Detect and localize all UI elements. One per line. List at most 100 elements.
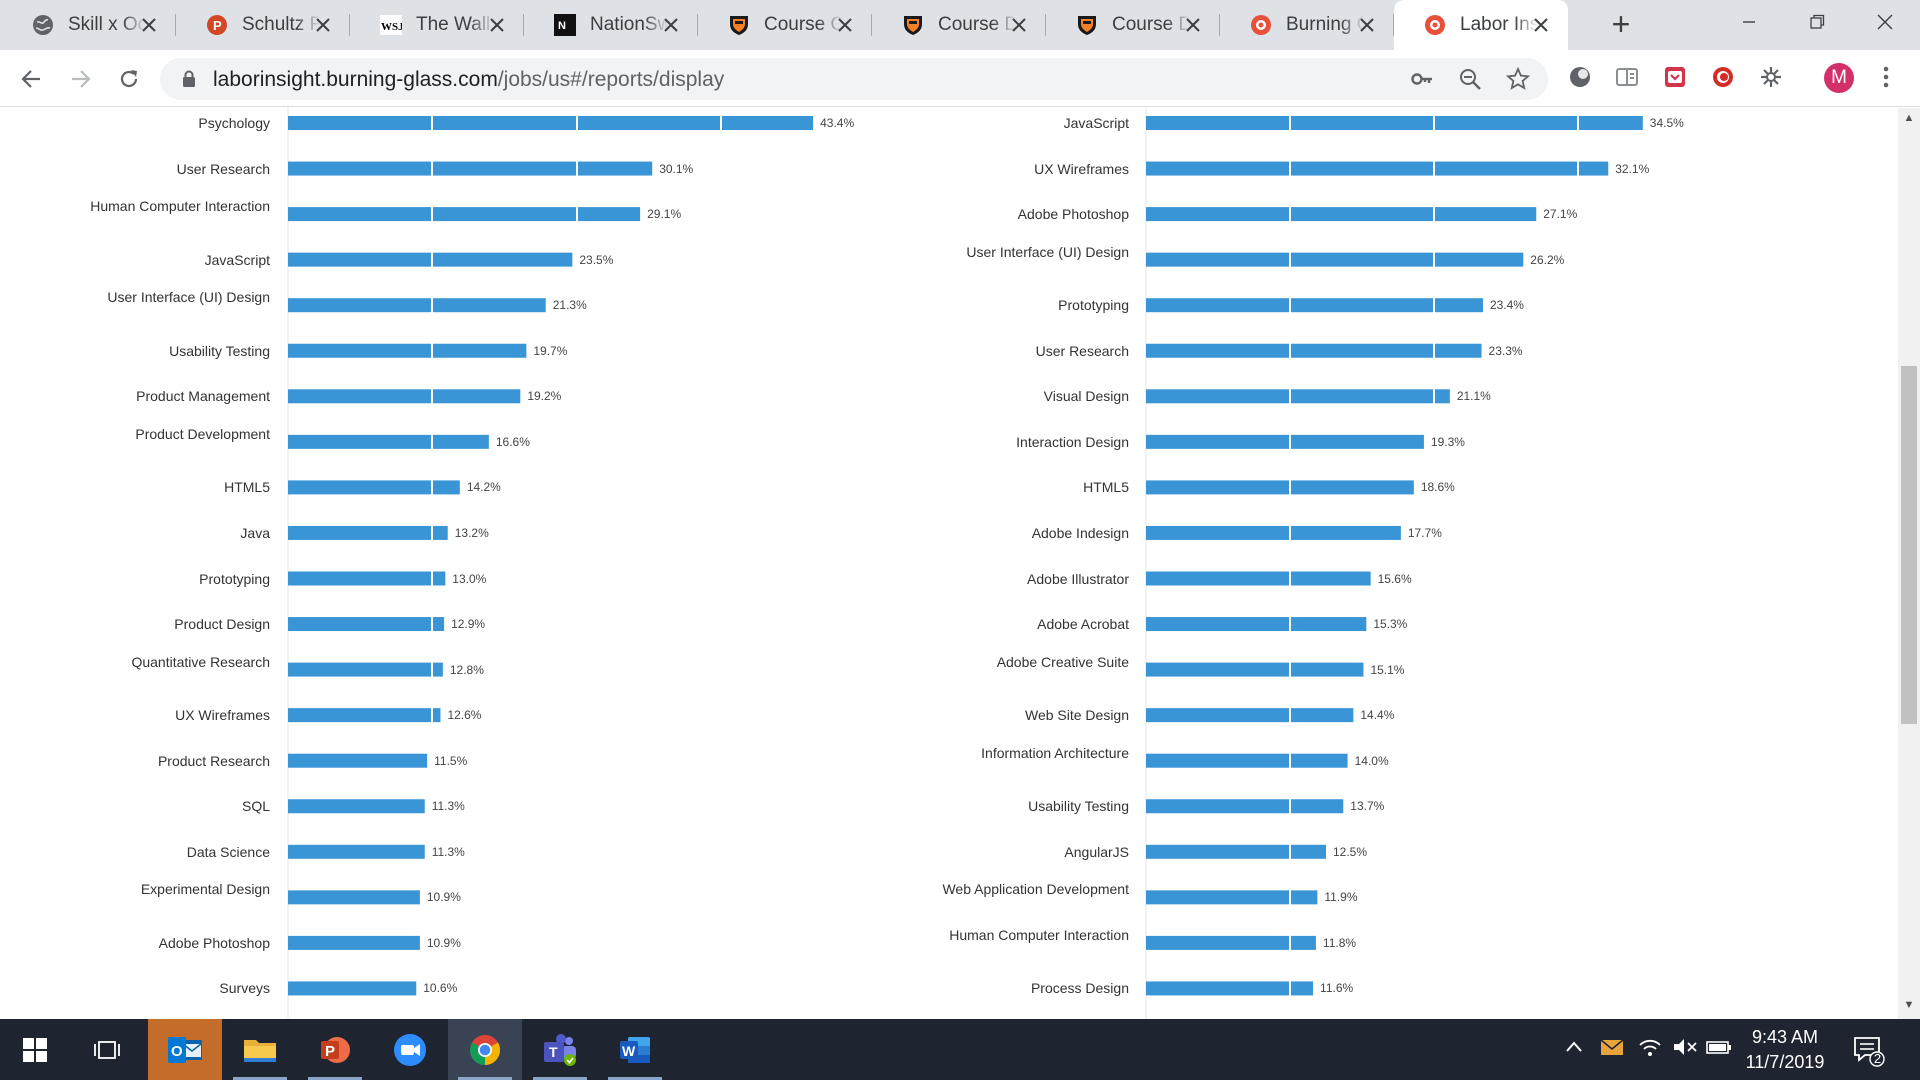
taskbar-outlook-button[interactable]: O [148, 1019, 222, 1080]
chart-bar[interactable] [1146, 434, 1424, 449]
scroll-thumb[interactable] [1901, 366, 1917, 724]
volume-muted-icon[interactable] [1672, 1037, 1698, 1063]
system-clock[interactable]: 9:43 AM 11/7/2019 [1730, 1025, 1840, 1075]
chevron-up-icon[interactable] [1564, 1037, 1584, 1063]
chart-bar[interactable] [288, 890, 420, 905]
chart-bar[interactable] [288, 252, 573, 267]
chart-bar[interactable] [1146, 662, 1364, 677]
browser-tab[interactable]: Course De [872, 0, 1046, 50]
chart-bar[interactable] [288, 844, 425, 859]
restore-button[interactable] [1782, 0, 1852, 44]
browser-tab[interactable]: Labor Insi [1394, 0, 1568, 50]
chart-bar[interactable] [1146, 252, 1524, 267]
task-view-button[interactable] [70, 1019, 144, 1080]
action-center-button[interactable]: 2 [1852, 1033, 1886, 1067]
chart-bar[interactable] [1146, 753, 1348, 768]
chart-category-label: Human Computer Interaction [90, 198, 270, 215]
taskbar-teams-button[interactable]: T [523, 1019, 597, 1080]
chart-bar[interactable] [1146, 480, 1414, 495]
tab-close-icon[interactable] [660, 14, 682, 36]
battery-icon[interactable] [1706, 1037, 1732, 1063]
reader-extension-icon[interactable] [1614, 64, 1640, 90]
browser-tab[interactable]: Course De [1046, 0, 1220, 50]
chart-bar[interactable] [1146, 708, 1354, 723]
bookmark-star-icon[interactable] [1506, 67, 1530, 91]
tab-close-icon[interactable] [1182, 14, 1204, 36]
forward-button[interactable] [62, 60, 100, 98]
chart-data-label: 13.2% [454, 525, 489, 540]
mail-icon[interactable] [1600, 1037, 1624, 1063]
tab-close-icon[interactable] [834, 14, 856, 36]
url-text[interactable]: laborinsight.burning-glass.com/jobs/us#/… [213, 68, 724, 92]
chart-bar[interactable] [1146, 571, 1371, 586]
chart-bar[interactable] [288, 434, 489, 449]
chart-bar[interactable] [1146, 981, 1314, 996]
chart-bar[interactable] [1146, 890, 1318, 905]
tab-close-icon[interactable] [1530, 14, 1552, 36]
chart-bar[interactable] [288, 753, 428, 768]
scroll-down-arrow-icon[interactable]: ▼ [1903, 999, 1915, 1011]
page-scrollbar[interactable]: ▲ ▼ [1898, 108, 1920, 1019]
chart-bar[interactable] [1146, 525, 1401, 540]
browser-tab[interactable]: WSJ The Wall S [350, 0, 524, 50]
chart-bar[interactable] [288, 480, 460, 495]
taskbar-zoom-button[interactable] [373, 1019, 447, 1080]
chart-bar[interactable] [1146, 161, 1609, 176]
scroll-up-arrow-icon[interactable]: ▲ [1903, 112, 1915, 124]
browser-tab[interactable]: N NationSw [524, 0, 698, 50]
chart-bar[interactable] [288, 525, 448, 540]
chart-bar[interactable] [288, 981, 417, 996]
lastpass-extension-icon[interactable] [1710, 64, 1736, 90]
reload-button[interactable] [110, 60, 148, 98]
chart-bar[interactable] [288, 161, 653, 176]
back-button[interactable] [12, 60, 50, 98]
taskbar-chrome-button[interactable] [448, 1019, 522, 1080]
tab-close-icon[interactable] [312, 14, 334, 36]
zoom-out-icon[interactable] [1458, 67, 1482, 91]
taskbar-file-explorer-button[interactable] [223, 1019, 297, 1080]
browser-menu-button[interactable] [1876, 62, 1896, 94]
new-tab-button[interactable]: + [1611, 6, 1631, 42]
close-window-button[interactable] [1850, 0, 1920, 44]
tab-close-icon[interactable] [1356, 14, 1378, 36]
browser-tab[interactable]: P Schultz Fa [176, 0, 350, 50]
chart-bar[interactable] [288, 662, 443, 677]
chart-bar[interactable] [1146, 844, 1326, 859]
chart-bar[interactable] [288, 207, 641, 222]
chart-bar[interactable] [1146, 617, 1367, 632]
taskbar-word-button[interactable]: W [598, 1019, 672, 1080]
puzzle-extension-icon[interactable] [1758, 64, 1784, 90]
chart-bar[interactable] [1146, 298, 1483, 313]
chart-bar[interactable] [288, 799, 425, 814]
chart-bar[interactable] [1146, 935, 1316, 950]
start-button[interactable] [0, 1019, 70, 1080]
chart-bar[interactable] [288, 708, 441, 723]
pocket-extension-icon[interactable] [1662, 64, 1688, 90]
tab-close-icon[interactable] [486, 14, 508, 36]
tab-close-icon[interactable] [1008, 14, 1030, 36]
browser-tab[interactable]: Burning G [1220, 0, 1394, 50]
taskbar-powerpoint-button[interactable]: P [298, 1019, 372, 1080]
chart-bar[interactable] [1146, 799, 1344, 814]
minimize-button[interactable] [1714, 0, 1784, 44]
key-icon[interactable] [1410, 67, 1434, 91]
address-bar[interactable]: laborinsight.burning-glass.com/jobs/us#/… [160, 58, 1548, 100]
browser-tab[interactable]: Skill x Occ [2, 0, 176, 50]
chart-bar[interactable] [1146, 389, 1450, 404]
profile-avatar[interactable]: M [1824, 63, 1854, 93]
chart-bar[interactable] [288, 935, 420, 950]
chart-data-label: 43.4% [820, 116, 855, 130]
chart-bar[interactable] [288, 116, 814, 130]
browser-tab[interactable]: Course Of [698, 0, 872, 50]
chart-bar[interactable] [288, 298, 546, 313]
chart-bar[interactable] [288, 343, 527, 358]
extension-circle-icon[interactable] [1567, 64, 1593, 90]
chart-bar[interactable] [288, 571, 446, 586]
chart-bar[interactable] [1146, 207, 1537, 222]
tab-close-icon[interactable] [138, 14, 160, 36]
chart-bar[interactable] [1146, 343, 1482, 358]
chart-bar[interactable] [288, 389, 521, 404]
chart-bar[interactable] [288, 617, 445, 632]
chart-bar[interactable] [1146, 116, 1643, 130]
wifi-icon[interactable] [1638, 1037, 1662, 1063]
